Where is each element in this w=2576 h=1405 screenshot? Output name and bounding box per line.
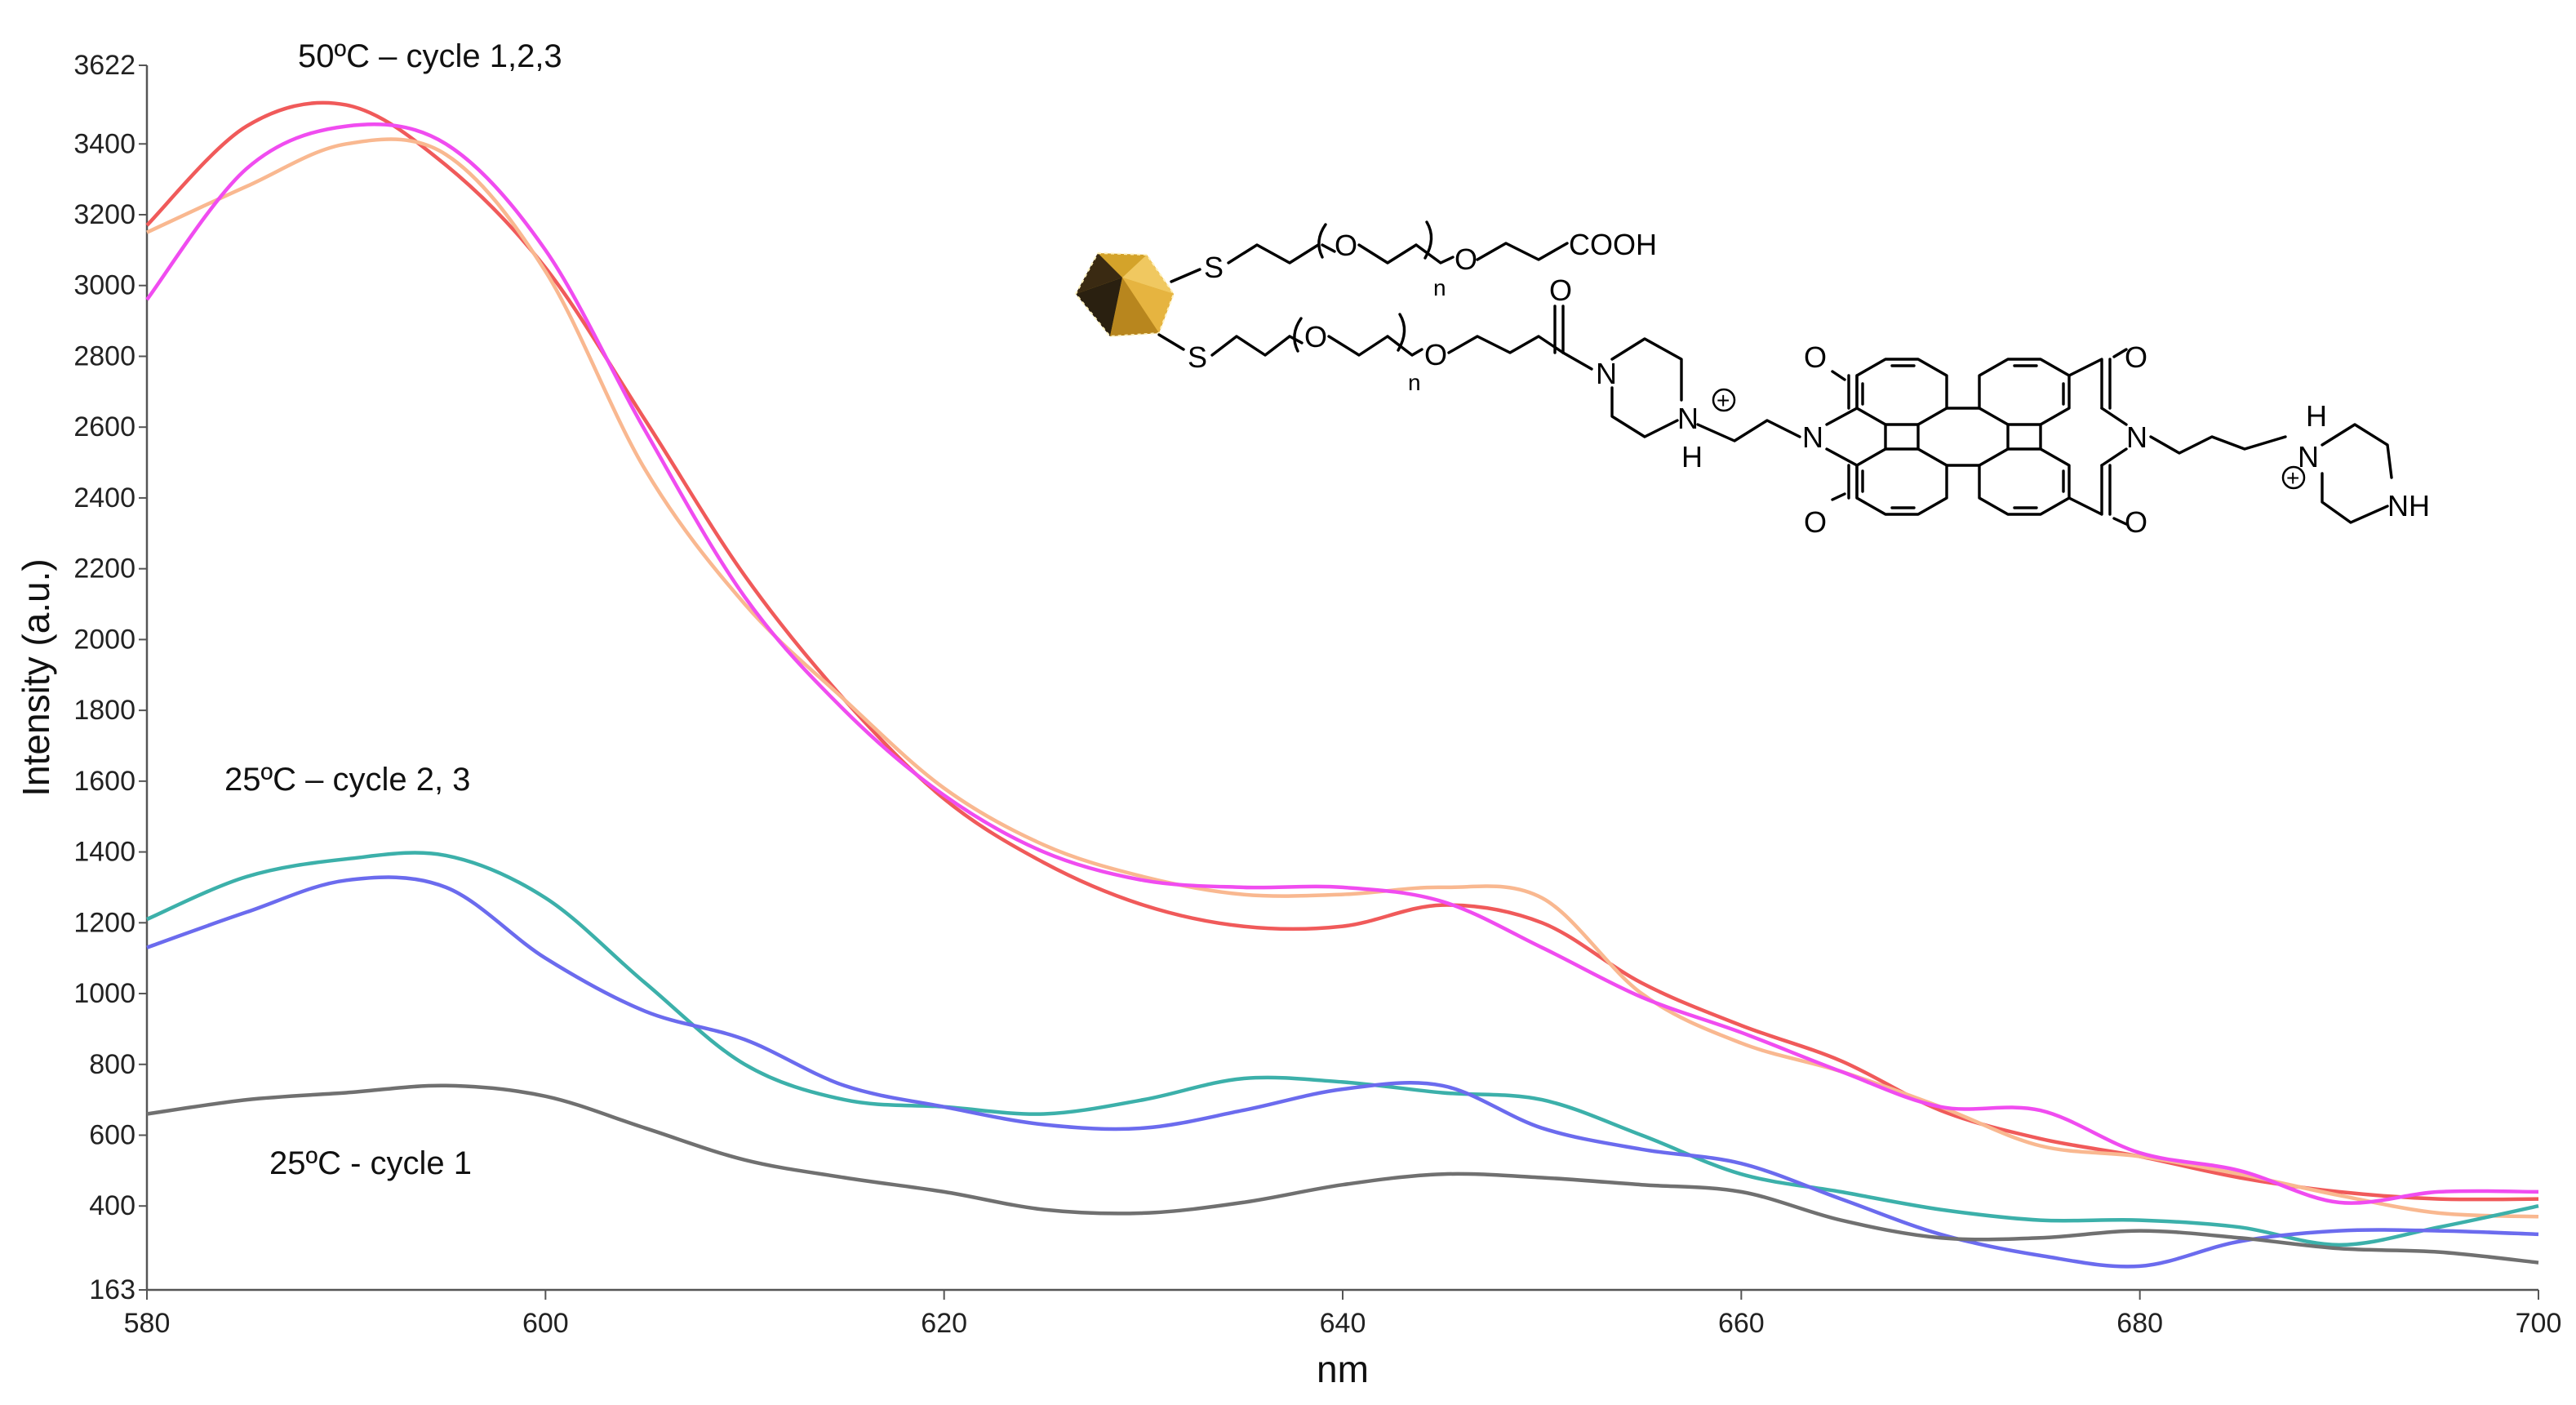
sulfur-top: S [1204,251,1224,284]
y-tick-label: 400 [89,1190,135,1221]
y-tick-label: 2200 [73,554,135,585]
y-tick-label: 163 [89,1274,135,1305]
carbonyl-oxygen: O [1549,273,1572,307]
charge-plus-1: + [1717,388,1730,413]
oxygen-top-2: O [1455,242,1477,276]
gold-nanoparticle-icon [1074,252,1175,338]
x-tick-label: 580 [124,1308,171,1339]
x-tick-label: 680 [2116,1308,2163,1339]
piperazine-n1: N [1596,357,1617,390]
y-tick-label: 1400 [73,837,135,868]
x-tick-label: 600 [522,1308,569,1339]
imide-o4: O [2125,505,2147,539]
y-tick-label: 3000 [73,270,135,301]
x-tick-label: 640 [1320,1308,1366,1339]
series-group [145,100,2539,1269]
oxygen-top-1: O [1335,229,1357,262]
y-tick-label: 2800 [73,340,135,371]
piperazine-n3: N [2298,440,2319,474]
piperazine-h2: H [2306,399,2327,433]
y-tick-label: 800 [89,1049,135,1080]
x-tick-label: 700 [2516,1308,2562,1339]
piperazine-n2: N [1677,402,1699,435]
series-line-5 [146,875,2539,1269]
imide-n1: N [1802,420,1823,454]
y-tick-label: 3200 [73,199,135,230]
imide-o2: O [1804,505,1827,539]
series-line-6 [146,1083,2539,1265]
y-tick-label: 1600 [73,766,135,797]
y-axis-label: Intensity (a.u.) [15,558,57,796]
piperazine-h1: H [1681,440,1703,474]
x-axis-label: nm [1317,1348,1369,1390]
n-top: n [1433,275,1446,300]
y-tick-label: 600 [89,1119,135,1150]
annotation-25c-cycle1: 25ºC - cycle 1 [269,1145,472,1181]
imide-o3: O [2125,340,2147,374]
annotation-50c: 50ºC – cycle 1,2,3 [298,38,562,74]
y-tick-label: 1200 [73,907,135,938]
series-line-4 [146,851,2539,1247]
annotation-25c-cycle23: 25ºC – cycle 2, 3 [224,762,470,798]
x-tick-label: 660 [1718,1308,1765,1339]
y-tick-label: 1800 [73,695,135,726]
piperazine-nh: NH [2387,489,2430,522]
cooh-label: COOH [1569,228,1657,261]
charge-plus-2: + [2286,465,2299,491]
oxygen-bottom-2: O [1424,338,1447,371]
imide-n2: N [2126,420,2147,454]
x-ticks: 580 600 620 640 660 680 700 [124,1290,2562,1339]
perylene-core: O O O O N [1804,340,2147,539]
sulfur-bottom: S [1188,340,1207,374]
x-tick-label: 620 [921,1308,967,1339]
y-ticks: 163 400 600 800 1000 1200 1400 1600 1800 2000 2200… [73,50,147,1305]
y-tick-label: 1000 [73,978,135,1009]
n-bottom: n [1408,370,1421,395]
imide-o1: O [1804,340,1827,374]
y-tick-label: 3400 [73,128,135,159]
y-tick-label: 2600 [73,411,135,442]
series-line-3 [145,122,2539,1205]
oxygen-bottom-1: O [1304,320,1327,353]
molecule-structure: S O n O COOH S O n O O N N H + [1061,216,2441,539]
series-line-2 [146,137,2539,1219]
y-tick-label: 2400 [73,482,135,514]
y-tick-label: 2000 [73,624,135,655]
y-tick-label: 3622 [73,50,135,81]
